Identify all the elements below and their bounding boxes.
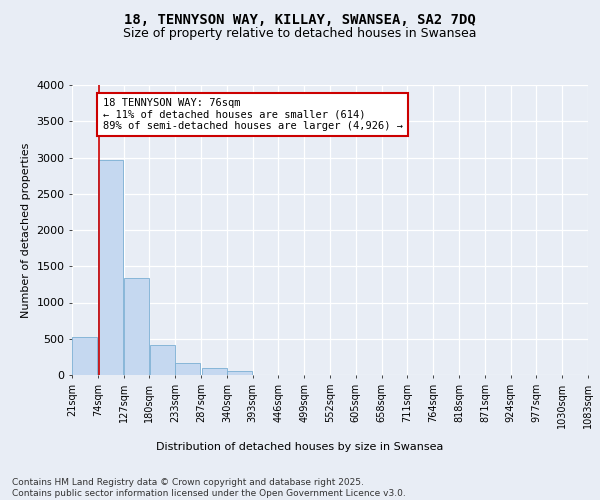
Bar <box>202 368 227 375</box>
Bar <box>149 346 175 375</box>
Bar <box>98 160 123 375</box>
Bar <box>72 336 97 375</box>
Text: 18 TENNYSON WAY: 76sqm
← 11% of detached houses are smaller (614)
89% of semi-de: 18 TENNYSON WAY: 76sqm ← 11% of detached… <box>103 98 403 131</box>
Bar <box>227 371 253 375</box>
Text: Contains HM Land Registry data © Crown copyright and database right 2025.
Contai: Contains HM Land Registry data © Crown c… <box>12 478 406 498</box>
Text: Distribution of detached houses by size in Swansea: Distribution of detached houses by size … <box>157 442 443 452</box>
Y-axis label: Number of detached properties: Number of detached properties <box>20 142 31 318</box>
Bar <box>175 362 200 375</box>
Text: Size of property relative to detached houses in Swansea: Size of property relative to detached ho… <box>123 28 477 40</box>
Bar <box>124 278 149 375</box>
Text: 18, TENNYSON WAY, KILLAY, SWANSEA, SA2 7DQ: 18, TENNYSON WAY, KILLAY, SWANSEA, SA2 7… <box>124 12 476 26</box>
